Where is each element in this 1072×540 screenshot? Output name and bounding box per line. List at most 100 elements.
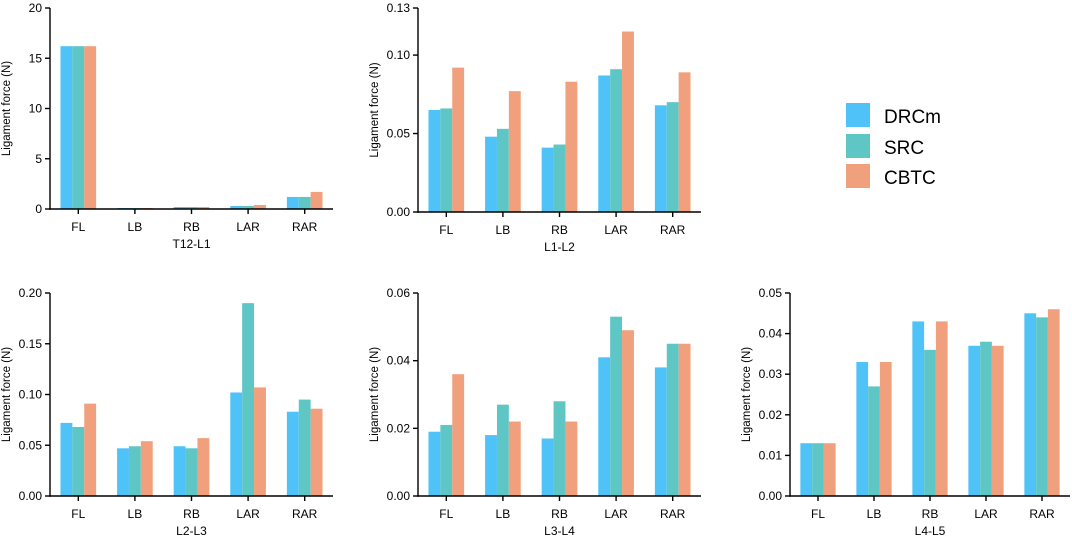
bar-l3-l4-lb-src bbox=[496, 404, 509, 496]
bar-l3-l4-lb-cbtc bbox=[508, 421, 521, 496]
x-tick-label-l2-l3-lar: LAR bbox=[236, 507, 260, 521]
bar-l1-l2-fl-drcm bbox=[428, 110, 441, 212]
y-tick-label-t12-l1: 15 bbox=[29, 51, 43, 65]
y-tick-label-t12-l1: 10 bbox=[29, 102, 43, 116]
bar-l3-l4-fl-src bbox=[440, 424, 453, 496]
bar-t12-l1-rb-cbtc bbox=[197, 206, 210, 209]
y-tick-label-l4-l5: 0.02 bbox=[759, 408, 783, 422]
legend-label-drcm: DRCm bbox=[884, 107, 941, 128]
bar-l1-l2-fl-src bbox=[440, 108, 453, 212]
bar-l3-l4-rar-src bbox=[666, 343, 679, 496]
bar-l2-l3-rb-drcm bbox=[173, 446, 186, 496]
bar-l3-l4-rb-src bbox=[553, 401, 566, 496]
bar-l4-l5-lb-drcm bbox=[856, 362, 869, 496]
x-tick-label-t12-l1-lb: LB bbox=[128, 220, 143, 234]
bar-l4-l5-fl-src bbox=[812, 443, 824, 496]
bar-l4-l5-lb-cbtc bbox=[879, 362, 892, 496]
bar-l2-l3-fl-cbtc bbox=[84, 403, 97, 496]
bar-l4-l5-rb-src bbox=[924, 349, 936, 496]
y-tick-label-l1-l2: 0.10 bbox=[387, 48, 411, 62]
y-axis-label-t12-l1: Ligament force (N) bbox=[1, 61, 13, 156]
bar-l2-l3-rb-src bbox=[185, 448, 198, 496]
bar-l4-l5-lar-cbtc bbox=[991, 345, 1004, 496]
bar-l1-l2-rar-drcm bbox=[654, 105, 667, 212]
x-tick-label-l2-l3-fl: FL bbox=[71, 507, 85, 521]
x-tick-label-t12-l1-fl: FL bbox=[71, 220, 85, 234]
chart-t12-l1: FL LB RB LAR RAR 0 5 10 15 20 Ligament force (N) T1… bbox=[1, 1, 333, 251]
y-tick-label-l4-l5: 0.04 bbox=[759, 327, 783, 341]
bar-l1-l2-lb-drcm bbox=[485, 136, 497, 212]
bar-l1-l2-rar-src bbox=[666, 102, 679, 212]
x-tick-label-l3-l4-rar: RAR bbox=[660, 507, 686, 521]
y-axis-label-l2-l3: Ligament force (N) bbox=[1, 347, 13, 442]
legend: DRCm SRC CBTC bbox=[846, 103, 941, 189]
x-tick-label-l4-l5-lar: LAR bbox=[974, 507, 998, 521]
bar-l1-l2-lar-src bbox=[610, 69, 623, 212]
bar-t12-l1-fl-src bbox=[72, 46, 85, 209]
y-tick-label-t12-l1: 0 bbox=[35, 202, 42, 216]
bar-l4-l5-fl-drcm bbox=[800, 443, 813, 496]
bar-l3-l4-fl-cbtc bbox=[452, 374, 465, 496]
bar-l1-l2-rar-cbtc bbox=[678, 72, 691, 212]
x-tick-label-l4-l5-rb: RB bbox=[922, 507, 939, 521]
x-tick-label-t12-l1-rar: RAR bbox=[292, 220, 318, 234]
bar-l3-l4-lar-cbtc bbox=[622, 330, 634, 496]
bar-l2-l3-fl-drcm bbox=[60, 422, 73, 496]
bar-t12-l1-rar-src bbox=[298, 196, 311, 209]
x-tick-label-t12-l1-lar: LAR bbox=[236, 220, 260, 234]
x-tick-label-l1-l2-fl: FL bbox=[439, 223, 453, 237]
bar-l1-l2-fl-cbtc bbox=[452, 67, 465, 212]
y-axis-label-l3-l4: Ligament force (N) bbox=[369, 347, 381, 442]
bar-l3-l4-rar-cbtc bbox=[678, 343, 691, 496]
bar-l3-l4-fl-drcm bbox=[428, 431, 441, 496]
bar-t12-l1-fl-cbtc bbox=[84, 46, 97, 209]
y-tick-label-l4-l5: 0.01 bbox=[759, 448, 783, 462]
legend-label-src: SRC bbox=[884, 138, 924, 159]
bar-l1-l2-rb-cbtc bbox=[565, 81, 578, 212]
bar-t12-l1-rar-cbtc bbox=[310, 191, 323, 209]
x-axis-label-l2-l3: L2-L3 bbox=[176, 524, 207, 538]
bar-l2-l3-lar-cbtc bbox=[254, 387, 266, 496]
bar-l2-l3-rb-cbtc bbox=[197, 438, 210, 496]
bar-l4-l5-rar-src bbox=[1036, 317, 1048, 496]
y-axis-label-l4-l5: Ligament force (N) bbox=[741, 347, 753, 442]
bar-l2-l3-lar-src bbox=[242, 303, 255, 496]
bar-l1-l2-lar-cbtc bbox=[622, 31, 634, 212]
bar-l2-l3-fl-src bbox=[72, 426, 85, 496]
x-tick-label-l4-l5-fl: FL bbox=[811, 507, 825, 521]
y-tick-label-t12-l1: 20 bbox=[29, 1, 43, 15]
bar-l3-l4-lb-drcm bbox=[485, 435, 497, 496]
x-axis-label-l4-l5: L4-L5 bbox=[915, 524, 946, 538]
bar-l1-l2-lb-cbtc bbox=[508, 91, 521, 212]
bar-l4-l5-lar-src bbox=[980, 341, 992, 496]
y-tick-label-l4-l5: 0.00 bbox=[759, 489, 783, 503]
bar-l2-l3-lb-drcm bbox=[117, 448, 129, 496]
bar-l1-l2-lar-drcm bbox=[598, 75, 611, 212]
x-tick-label-l4-l5-lb: LB bbox=[867, 507, 882, 521]
chart-l1-l2: FL LB RB LAR RAR 0.00 0.05 0.10 0.13 Ligament for… bbox=[369, 1, 701, 254]
x-tick-label-l3-l4-lar: LAR bbox=[604, 507, 628, 521]
x-tick-label-l1-l2-rar: RAR bbox=[660, 223, 686, 237]
y-tick-label-l1-l2: 0.00 bbox=[387, 205, 411, 219]
bar-l3-l4-rb-cbtc bbox=[565, 421, 578, 496]
y-tick-label-t12-l1: 5 bbox=[35, 152, 42, 166]
bar-l4-l5-rb-drcm bbox=[912, 321, 925, 496]
bar-t12-l1-rb-src bbox=[185, 206, 198, 209]
y-tick-label-l1-l2: 0.05 bbox=[387, 127, 411, 141]
x-axis-label-t12-l1: T12-L1 bbox=[172, 237, 210, 251]
x-tick-label-l4-l5-rar: RAR bbox=[1029, 507, 1055, 521]
x-tick-label-l2-l3-rar: RAR bbox=[292, 507, 318, 521]
x-tick-label-l3-l4-fl: FL bbox=[439, 507, 453, 521]
legend-label-cbtc: CBTC bbox=[884, 168, 936, 189]
y-tick-label-l3-l4: 0.06 bbox=[387, 286, 411, 300]
bar-t12-l1-lar-drcm bbox=[230, 205, 243, 209]
bar-t12-l1-rar-drcm bbox=[286, 196, 299, 209]
x-axis-label-l1-l2: L1-L2 bbox=[544, 240, 575, 254]
y-tick-label-l2-l3: 0.10 bbox=[19, 388, 43, 402]
bar-t12-l1-lar-cbtc bbox=[254, 204, 266, 209]
chart-l4-l5: FL LB RB LAR RAR 0.00 0.01 0.02 0.03 0.04 0.05 Liga… bbox=[741, 286, 1070, 538]
chart-l3-l4: FL LB RB LAR RAR 0.00 0.02 0.04 0.06 Ligament for… bbox=[369, 286, 701, 538]
bar-l2-l3-lb-src bbox=[128, 446, 141, 496]
